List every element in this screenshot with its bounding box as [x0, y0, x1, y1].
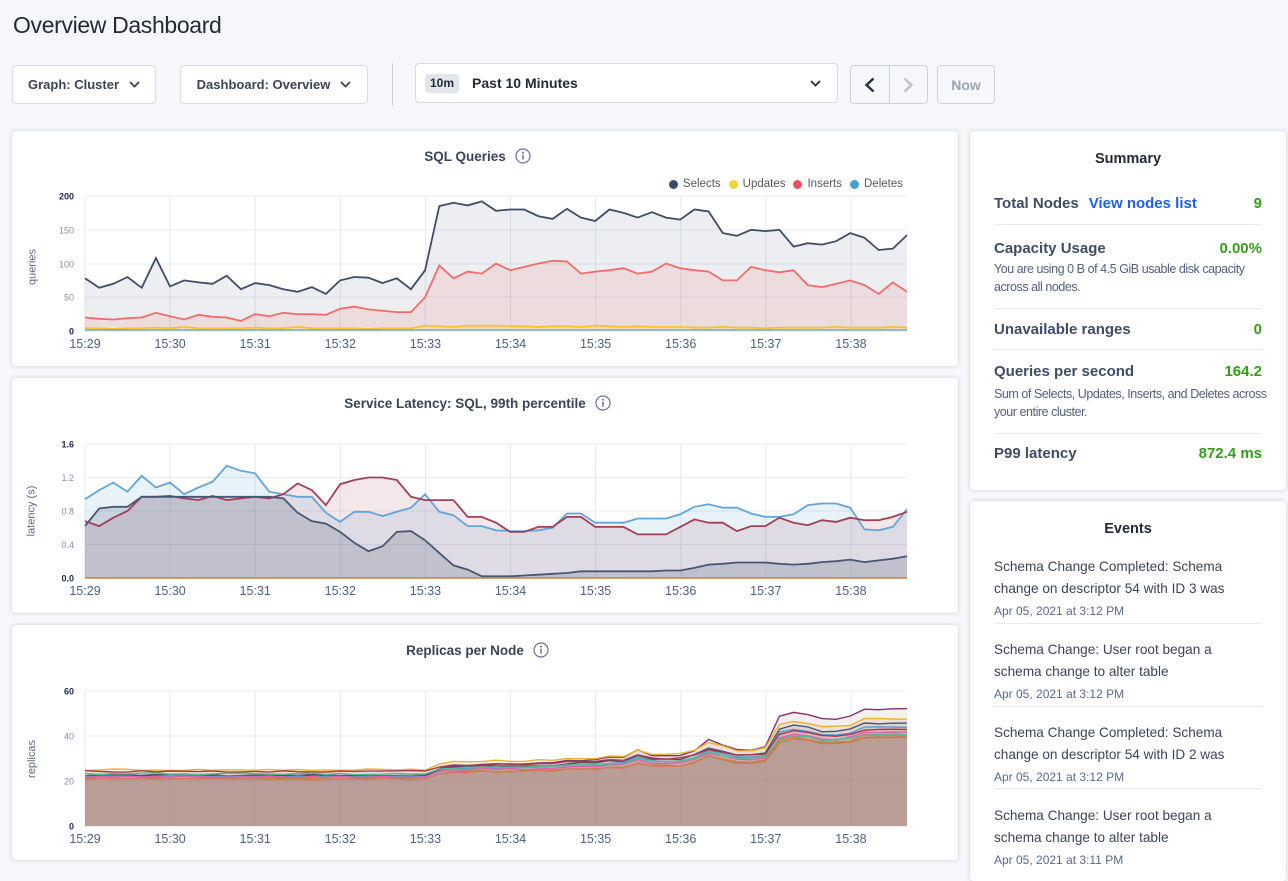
- svg-text:15:35: 15:35: [580, 584, 611, 598]
- svg-text:15:37: 15:37: [750, 832, 781, 846]
- svg-text:15:36: 15:36: [665, 832, 696, 846]
- svg-text:15:34: 15:34: [495, 337, 526, 351]
- svg-text:15:29: 15:29: [69, 584, 100, 598]
- svg-text:15:30: 15:30: [154, 337, 185, 351]
- svg-text:1.6: 1.6: [61, 440, 74, 450]
- svg-text:15:30: 15:30: [154, 584, 185, 598]
- svg-text:15:38: 15:38: [835, 584, 866, 598]
- svg-text:0.8: 0.8: [61, 507, 74, 517]
- svg-text:queries: queries: [27, 248, 39, 285]
- svg-text:1.2: 1.2: [61, 473, 74, 483]
- svg-text:15:36: 15:36: [665, 584, 696, 598]
- svg-text:15:33: 15:33: [410, 337, 441, 351]
- svg-text:replicas: replicas: [26, 740, 38, 778]
- svg-text:0.4: 0.4: [61, 540, 74, 550]
- svg-text:100: 100: [59, 260, 74, 270]
- svg-text:15:32: 15:32: [325, 337, 356, 351]
- svg-text:0: 0: [69, 327, 74, 337]
- svg-text:0.0: 0.0: [61, 574, 74, 584]
- svg-text:15:38: 15:38: [835, 832, 866, 846]
- svg-text:15:37: 15:37: [750, 337, 781, 351]
- svg-text:15:35: 15:35: [580, 832, 611, 846]
- svg-text:15:32: 15:32: [325, 832, 356, 846]
- svg-text:20: 20: [64, 777, 74, 787]
- svg-text:15:31: 15:31: [240, 337, 271, 351]
- svg-text:15:30: 15:30: [154, 832, 185, 846]
- svg-text:15:29: 15:29: [69, 337, 100, 351]
- svg-text:60: 60: [64, 687, 74, 697]
- svg-text:15:31: 15:31: [240, 832, 271, 846]
- svg-text:15:34: 15:34: [495, 832, 526, 846]
- svg-text:40: 40: [64, 732, 74, 742]
- svg-text:15:36: 15:36: [665, 337, 696, 351]
- svg-text:15:34: 15:34: [495, 584, 526, 598]
- svg-text:15:31: 15:31: [240, 584, 271, 598]
- svg-text:15:35: 15:35: [580, 337, 611, 351]
- svg-text:15:33: 15:33: [410, 832, 441, 846]
- svg-text:15:37: 15:37: [750, 584, 781, 598]
- svg-text:50: 50: [64, 293, 74, 303]
- svg-text:150: 150: [59, 226, 74, 236]
- svg-text:15:38: 15:38: [835, 337, 866, 351]
- svg-text:15:32: 15:32: [325, 584, 356, 598]
- svg-text:200: 200: [59, 192, 74, 202]
- svg-text:0: 0: [69, 822, 74, 832]
- svg-text:15:33: 15:33: [410, 584, 441, 598]
- svg-text:latency (s): latency (s): [26, 486, 38, 537]
- svg-text:15:29: 15:29: [69, 832, 100, 846]
